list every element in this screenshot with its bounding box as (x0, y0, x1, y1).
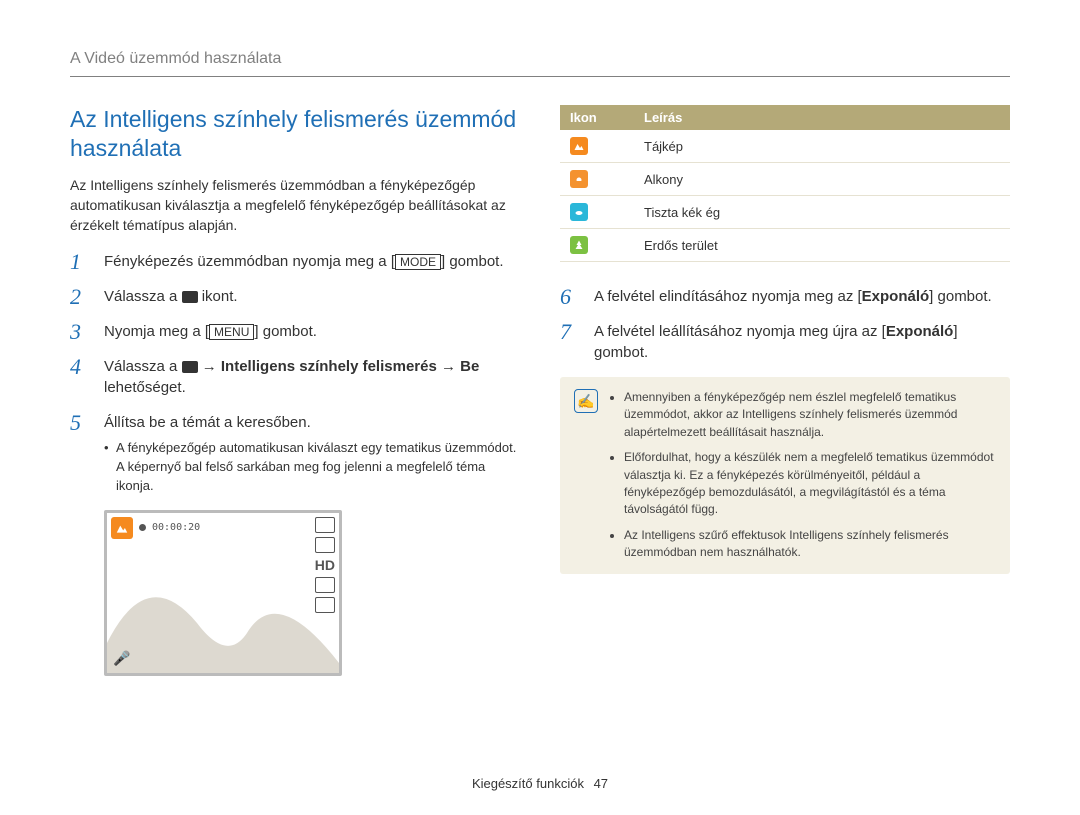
table-row: Erdős terület (560, 229, 1010, 262)
icon-label: Tájkép (634, 130, 1010, 163)
section-header: A Videó üzemmód használata (70, 50, 1010, 77)
sunset-icon (570, 170, 588, 188)
step-text: Válassza a (104, 358, 182, 375)
note-box: ✍ Amennyiben a fényképezőgép nem észlel … (560, 377, 1010, 574)
step-text: → (437, 358, 460, 375)
mountains-icon (107, 553, 339, 673)
note-icon: ✍ (574, 389, 598, 413)
table-header-row: Ikon Leírás (560, 105, 1010, 130)
table-row: Tiszta kék ég (560, 196, 1010, 229)
step-bold: Exponáló (886, 323, 954, 340)
icon-table: Ikon Leírás Tájkép Alkony Tiszta kék ég (560, 105, 1010, 262)
sky-icon (570, 203, 588, 221)
preview-topbar: 00:00:20 (111, 517, 335, 539)
step-6: 6 A felvétel elindításához nyomja meg az… (560, 286, 1010, 307)
th-desc: Leírás (634, 105, 1010, 130)
page: A Videó üzemmód használata Az Intelligen… (0, 0, 1080, 696)
mode-label: MODE (395, 254, 441, 270)
step-bold: Be (460, 358, 479, 375)
note-list: Amennyiben a fényképezőgép nem észlel me… (610, 389, 996, 562)
step-bold: Intelligens színhely felismerés (221, 358, 437, 375)
card-icon (315, 537, 335, 553)
step-7: 7 A felvétel leállításához nyomja meg új… (560, 321, 1010, 363)
videocam-icon (182, 361, 198, 373)
step-number: 5 (70, 408, 81, 439)
page-title: Az Intelligens színhely felismerés üzemm… (70, 105, 520, 163)
landscape-icon (570, 137, 588, 155)
forest-icon (570, 236, 588, 254)
step-text: ] gombot. (441, 253, 504, 270)
right-column: Ikon Leírás Tájkép Alkony Tiszta kék ég (560, 105, 1010, 676)
step-text: A felvétel leállításához nyomja meg újra… (594, 323, 886, 340)
table-row: Tájkép (560, 130, 1010, 163)
step-text: Fényképezés üzemmódban nyomja meg a [ (104, 253, 395, 270)
record-dot-icon (139, 524, 146, 531)
steps-right: 6 A felvétel elindításához nyomja meg az… (560, 286, 1010, 363)
left-column: Az Intelligens színhely felismerés üzemm… (70, 105, 520, 676)
icon-label: Erdős terület (634, 229, 1010, 262)
note-item: Az Intelligens szűrő effektusok Intellig… (624, 527, 996, 562)
step-bold: Exponáló (862, 288, 930, 305)
step-5: 5 Állítsa be a témát a keresőben. A fény… (70, 412, 520, 496)
step-text: Nyomja meg a [ (104, 323, 209, 340)
intro-text: Az Intelligens színhely felismerés üzemm… (70, 175, 520, 236)
step-number: 3 (70, 317, 81, 348)
menu-label: MENU (209, 324, 254, 340)
step-number: 6 (560, 282, 571, 313)
preview-time: 00:00:20 (152, 522, 200, 533)
step-text: Állítsa be a témát a keresőben. (104, 414, 311, 431)
th-icon: Ikon (560, 105, 634, 130)
columns: Az Intelligens színhely felismerés üzemm… (70, 105, 1010, 676)
table-row: Alkony (560, 163, 1010, 196)
step-text: A felvétel elindításához nyomja meg az [ (594, 288, 862, 305)
step-text: ] gombot. (929, 288, 992, 305)
step-4: 4 Válassza a → Intelligens színhely feli… (70, 356, 520, 398)
camera-preview: 00:00:20 HD 🎤 (104, 510, 342, 676)
step-1: 1 Fényképezés üzemmódban nyomja meg a [M… (70, 251, 520, 272)
substep: A fényképezőgép automatikusan kiválaszt … (104, 439, 520, 496)
step-number: 2 (70, 282, 81, 313)
step-number: 7 (560, 317, 571, 348)
icon-label: Tiszta kék ég (634, 196, 1010, 229)
step-text: → (198, 358, 221, 375)
step-text: Válassza a (104, 288, 182, 305)
step-text: ] gombot. (254, 323, 317, 340)
step-number: 1 (70, 247, 81, 278)
step-number: 4 (70, 352, 81, 383)
step-3: 3 Nyomja meg a [MENU] gombot. (70, 321, 520, 342)
videocam-icon (182, 291, 198, 303)
steps-left: 1 Fényképezés üzemmódban nyomja meg a [M… (70, 251, 520, 496)
note-item: Előfordulhat, hogy a készülék nem a megf… (624, 449, 996, 519)
step-text: ikont. (198, 288, 238, 305)
step-2: 2 Válassza a ikont. (70, 286, 520, 307)
note-item: Amennyiben a fényképezőgép nem észlel me… (624, 389, 996, 441)
scene-badge-icon (111, 517, 133, 539)
icon-label: Alkony (634, 163, 1010, 196)
step-text: lehetőséget. (104, 379, 186, 396)
battery-icon (315, 517, 335, 533)
mic-icon: 🎤 (113, 650, 130, 667)
page-number: 47 (594, 776, 608, 791)
page-footer: Kiegészítő funkciók 47 (0, 776, 1080, 791)
footer-text: Kiegészítő funkciók (472, 776, 584, 791)
